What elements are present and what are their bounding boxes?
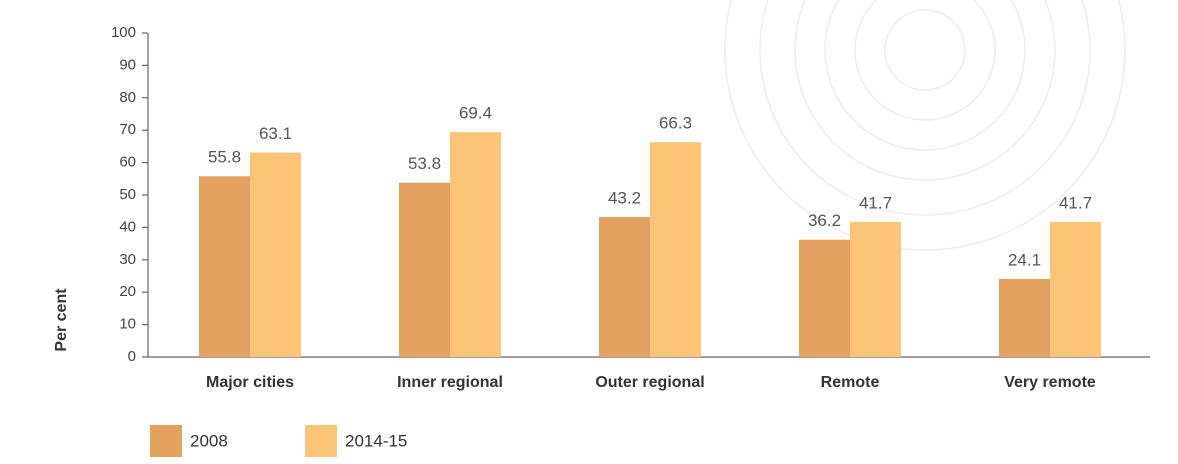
bar: [250, 152, 301, 357]
x-tick-label: Very remote: [1004, 374, 1096, 391]
bar: [199, 176, 250, 357]
x-tick-label: Remote: [821, 374, 880, 391]
value-label: 36.2: [808, 211, 841, 230]
value-label: 43.2: [608, 189, 641, 208]
value-label: 53.8: [408, 154, 441, 173]
value-label: 55.8: [208, 148, 241, 167]
y-tick-label: 100: [111, 24, 136, 41]
bar: [850, 221, 901, 357]
bar: [599, 217, 650, 357]
y-tick-label: 50: [119, 186, 136, 203]
y-tick-label: 20: [119, 283, 136, 300]
bar: [650, 142, 701, 357]
legend-label: 2008: [190, 431, 228, 450]
legend-swatch: [305, 425, 337, 457]
bar: [1050, 221, 1101, 357]
x-tick-label: Inner regional: [397, 374, 503, 391]
value-label: 69.4: [459, 104, 492, 123]
y-tick-label: 10: [119, 316, 136, 333]
value-label: 24.1: [1008, 250, 1041, 269]
y-tick-label: 0: [128, 348, 136, 365]
bar: [999, 278, 1050, 357]
value-label: 41.7: [1059, 193, 1092, 212]
y-tick-label: 30: [119, 251, 136, 268]
bar: [799, 239, 850, 357]
legend-label: 2014-15: [345, 431, 407, 450]
value-label: 66.3: [659, 114, 692, 133]
y-axis-label: Per cent: [53, 288, 70, 352]
x-tick-label: Outer regional: [595, 374, 704, 391]
y-tick-label: 40: [119, 218, 136, 235]
x-tick-label: Major cities: [206, 374, 294, 391]
decoration: [724, 0, 1126, 251]
y-tick-label: 70: [119, 121, 136, 138]
y-tick-label: 60: [119, 154, 136, 171]
value-label: 41.7: [859, 193, 892, 212]
bar: [450, 132, 501, 357]
legend-swatch: [150, 425, 182, 457]
value-label: 63.1: [259, 124, 292, 143]
bar: [399, 182, 450, 357]
y-tick-label: 80: [119, 89, 136, 106]
y-tick-label: 90: [119, 56, 136, 73]
